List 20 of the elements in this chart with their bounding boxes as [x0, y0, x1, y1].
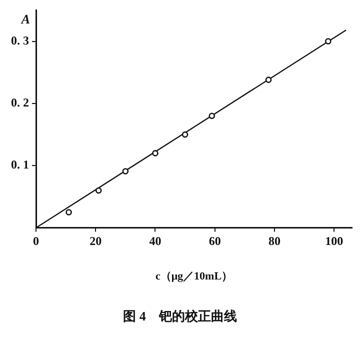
x-tick-label: 80 [268, 234, 280, 248]
y-tick-label: 0. 1 [11, 158, 29, 172]
point [265, 76, 272, 83]
point [152, 150, 158, 156]
point [208, 112, 216, 120]
point [66, 209, 72, 216]
x-tick-label: 0 [33, 234, 39, 248]
y-tick-label: 0. 2 [11, 96, 29, 110]
point [122, 168, 129, 174]
x-axis-title: c（μg／10mL） [155, 270, 233, 283]
x-tick-label: 60 [208, 234, 221, 248]
x-tick-label: 40 [149, 234, 162, 248]
point [182, 131, 188, 138]
point [325, 38, 332, 44]
x-tick-label: 100 [325, 234, 344, 248]
y-axis-title: A [20, 12, 30, 27]
text: 图 4 钯的校正曲线 [123, 308, 237, 324]
x-tick-label: 20 [90, 234, 102, 248]
point [95, 187, 102, 194]
y-tick-label: 0. 3 [11, 33, 29, 48]
